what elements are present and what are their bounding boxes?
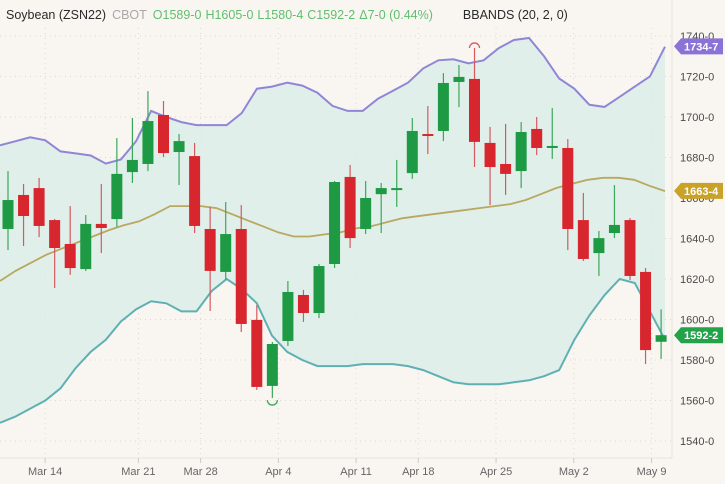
period-high-marker-icon <box>468 42 481 49</box>
candle-up[interactable] <box>375 183 387 234</box>
price-axis[interactable]: 1740-01720-01700-01680-01660-01640-01620… <box>680 31 714 448</box>
low-value: L1580-4 <box>257 8 304 22</box>
price-tick-label: 1720-0 <box>680 72 714 84</box>
svg-text:1592-2: 1592-2 <box>684 330 718 342</box>
candle-down[interactable] <box>577 192 589 261</box>
candle-down[interactable] <box>500 123 512 195</box>
lower-band-line <box>0 277 666 424</box>
candle-up[interactable] <box>2 171 14 251</box>
candle-down[interactable] <box>158 101 169 158</box>
candle-down[interactable] <box>484 126 496 206</box>
candle-up[interactable] <box>142 91 154 172</box>
date-tick-label: May 2 <box>559 466 589 478</box>
period-low-marker-icon <box>266 399 278 406</box>
candle-down[interactable] <box>235 205 247 333</box>
candle-up[interactable] <box>220 202 232 281</box>
svg-text:1734-7: 1734-7 <box>684 41 718 53</box>
candle-down[interactable] <box>64 206 76 275</box>
change-value: Δ7-0 (0.44%) <box>359 8 433 22</box>
candle-down[interactable] <box>562 139 574 251</box>
candle-down[interactable] <box>204 206 216 311</box>
candle-up[interactable] <box>282 281 294 347</box>
candle-down[interactable] <box>18 184 30 246</box>
chart-legend: Soybean (ZSN22) CBOT O1589-0 H1605-0 L1580… <box>6 6 568 24</box>
candle-up[interactable] <box>111 138 123 227</box>
date-tick-label: May 9 <box>637 466 667 478</box>
candle-up[interactable] <box>608 185 620 239</box>
price-tick-label: 1640-0 <box>680 234 714 246</box>
candle-down[interactable] <box>189 142 201 234</box>
candle-up[interactable] <box>313 264 325 319</box>
exchange-label: CBOT <box>112 8 147 22</box>
candle-up[interactable] <box>437 73 449 142</box>
candle-down[interactable] <box>422 106 434 155</box>
candle-down[interactable] <box>531 117 543 156</box>
price-tick-label: 1580-0 <box>680 355 714 367</box>
time-axis[interactable]: Mar 14 Mar 21 Mar 28 Apr 4 Apr 11 Apr 18 Apr 2… <box>28 458 667 478</box>
ohlc-values: O1589-0 H1605-0 L1580-4 C1592-2 Δ7-0 (0.44%) <box>153 6 437 24</box>
candle-up[interactable] <box>655 309 667 359</box>
svg-text:1663-4: 1663-4 <box>684 186 719 198</box>
candle-up[interactable] <box>546 108 558 159</box>
date-tick-label: Apr 4 <box>265 466 291 478</box>
close-value: C1592-2 <box>307 8 356 22</box>
candle-down[interactable] <box>251 304 263 390</box>
date-tick-label: Apr 18 <box>402 466 434 478</box>
candle-up[interactable] <box>80 215 92 271</box>
candle-down[interactable] <box>49 219 61 288</box>
date-tick-label: Mar 28 <box>183 466 217 478</box>
symbol-label: Soybean (ZSN22) <box>6 8 107 22</box>
candle-up[interactable] <box>515 122 527 189</box>
price-tags: 1734-7 1663-4 1592-2 <box>674 38 723 344</box>
price-tick-label: 1680-0 <box>680 153 714 165</box>
date-tick-label: Apr 25 <box>480 466 512 478</box>
candle-up[interactable] <box>593 231 605 276</box>
indicator-label[interactable]: BBANDS (20, 2, 0) <box>462 8 568 22</box>
candle-down[interactable] <box>297 289 309 322</box>
date-tick-label: Mar 14 <box>28 466 62 478</box>
price-tick-label: 1620-0 <box>680 274 714 286</box>
date-tick-label: Apr 11 <box>340 466 372 478</box>
high-value: H1605-0 <box>205 8 254 22</box>
price-tick-label: 1540-0 <box>680 436 714 448</box>
candle-down[interactable] <box>95 184 107 254</box>
price-tick-label: 1560-0 <box>680 396 714 408</box>
candle-up[interactable] <box>453 64 465 108</box>
candle-down[interactable] <box>469 47 480 168</box>
date-tick-label: Mar 21 <box>121 466 155 478</box>
candle-down[interactable] <box>344 164 356 249</box>
upper-band-price-tag: 1734-7 <box>674 38 723 55</box>
candle-down[interactable] <box>624 218 636 281</box>
upper-band-line <box>0 36 666 165</box>
candle-up[interactable] <box>173 134 185 186</box>
candle-down[interactable] <box>33 177 45 238</box>
candles <box>2 47 667 399</box>
high-low-markers <box>266 42 481 406</box>
last-price-tag: 1592-2 <box>674 327 723 344</box>
candle-up[interactable] <box>406 118 418 179</box>
open-value: O1589-0 <box>152 8 202 22</box>
price-tick-label: 1700-0 <box>680 112 714 124</box>
candle-up[interactable] <box>391 159 403 207</box>
candle-up[interactable] <box>266 341 278 399</box>
candle-up[interactable] <box>126 118 138 184</box>
candle-down[interactable] <box>640 268 652 365</box>
middle-band-price-tag: 1663-4 <box>674 182 723 199</box>
candle-up[interactable] <box>360 180 372 235</box>
candle-up[interactable] <box>329 180 341 269</box>
price-tick-label: 1600-0 <box>680 315 714 327</box>
